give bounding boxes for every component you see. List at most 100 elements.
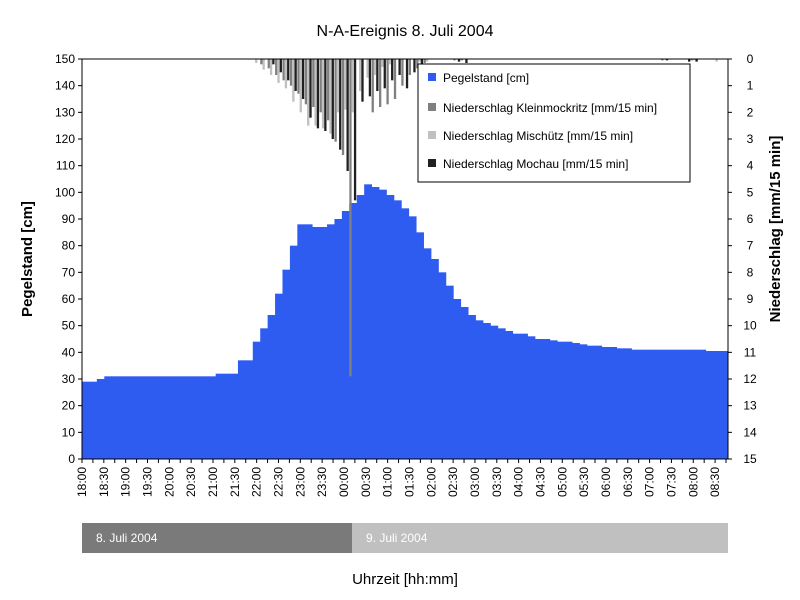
pegel-bar bbox=[208, 376, 217, 459]
pegel-bar bbox=[156, 376, 165, 459]
pegel-bar bbox=[676, 349, 684, 459]
pegel-bar bbox=[453, 299, 462, 459]
rain-bar bbox=[341, 59, 345, 155]
rain-bar bbox=[321, 59, 325, 129]
pegel-bar bbox=[475, 320, 484, 459]
pegel-bar bbox=[96, 379, 105, 459]
x-tick-label: 01:00 bbox=[381, 467, 395, 497]
legend-swatch-mochau bbox=[428, 159, 436, 167]
pegel-bar bbox=[200, 376, 209, 459]
y2-tick-label: 15 bbox=[743, 452, 757, 466]
pegel-bar bbox=[520, 333, 528, 459]
pegel-bar bbox=[215, 373, 224, 459]
date-band-day1-label: 8. Juli 2004 bbox=[96, 531, 158, 545]
rain-bar bbox=[366, 59, 369, 78]
y2-tick-label: 9 bbox=[747, 292, 754, 306]
x-tick-label: 22:00 bbox=[250, 467, 264, 497]
pegel-bar bbox=[631, 349, 640, 459]
y-tick-label: 100 bbox=[55, 185, 75, 199]
legend-label-mischuetz: Niederschlag Mischütz [mm/15 min] bbox=[443, 129, 633, 143]
rain-bar bbox=[267, 59, 270, 69]
pegel-bar bbox=[668, 349, 677, 459]
pegel-bar bbox=[401, 208, 410, 459]
rain-bar bbox=[381, 59, 384, 67]
pegel-bar bbox=[267, 315, 276, 459]
rain-layer bbox=[255, 59, 718, 377]
pegel-bar bbox=[223, 373, 231, 459]
pegel-bar bbox=[275, 293, 283, 459]
pegel-bar bbox=[148, 376, 157, 459]
rain-bar bbox=[371, 59, 374, 113]
pegel-bar bbox=[304, 224, 313, 459]
rain-bar bbox=[324, 59, 327, 131]
x-tick-label: 20:30 bbox=[184, 467, 198, 497]
pegel-bar bbox=[163, 376, 172, 459]
rain-bar bbox=[319, 59, 322, 113]
legend-label-pegelstand: Pegelstand [cm] bbox=[443, 71, 529, 85]
rain-bar bbox=[327, 59, 330, 121]
rain-bar bbox=[693, 59, 696, 61]
pegel-bar bbox=[119, 376, 127, 459]
pegel-bar bbox=[349, 203, 358, 459]
rain-bar bbox=[260, 59, 263, 65]
pegel-bar bbox=[386, 195, 395, 459]
pegel-bar bbox=[549, 340, 558, 459]
rain-bar bbox=[282, 59, 285, 81]
pegel-bar bbox=[371, 187, 380, 459]
rain-bar bbox=[453, 59, 456, 61]
x-tick-label: 03:00 bbox=[468, 467, 482, 497]
plot-frame bbox=[81, 58, 729, 460]
pegel-bar bbox=[683, 349, 692, 459]
rain-bar bbox=[297, 59, 300, 94]
y-tick-label: 140 bbox=[55, 79, 75, 93]
y-axis-title: Pegelstand [cm] bbox=[19, 201, 36, 317]
y-tick-label: 80 bbox=[62, 239, 76, 253]
y-tick-label: 50 bbox=[62, 319, 76, 333]
pegel-bar bbox=[438, 272, 447, 459]
pegel-bar bbox=[82, 381, 90, 459]
y2-tick-label: 6 bbox=[747, 212, 754, 226]
pegel-bar bbox=[171, 376, 179, 459]
pegel-bar bbox=[312, 227, 321, 459]
pegel-bar bbox=[601, 347, 610, 459]
pegel-bar bbox=[334, 219, 343, 459]
rain-bar bbox=[401, 59, 404, 86]
chart-title: N-A-Ereignis 8. Juli 2004 bbox=[317, 23, 494, 40]
x-tick-label: 18:00 bbox=[75, 467, 89, 497]
x-tick-label: 08:00 bbox=[686, 467, 700, 497]
rain-bar bbox=[398, 59, 401, 75]
x-tick-label: 22:30 bbox=[272, 467, 286, 497]
rain-bar bbox=[420, 59, 424, 67]
rain-bar bbox=[304, 59, 308, 105]
rain-bar bbox=[391, 59, 394, 81]
y2-tick-label: 4 bbox=[747, 159, 754, 173]
rain-bar bbox=[351, 59, 354, 113]
rain-bar bbox=[277, 59, 280, 83]
pegel-bar bbox=[297, 224, 306, 459]
x-tick-label: 07:30 bbox=[664, 467, 678, 497]
rain-bar bbox=[383, 59, 386, 89]
rain-bar bbox=[307, 59, 310, 126]
x-tick-label: 23:00 bbox=[293, 467, 307, 497]
pegel-bar bbox=[289, 245, 298, 459]
rain-bar bbox=[416, 59, 419, 69]
y2-tick-label: 0 bbox=[747, 52, 754, 66]
rain-bar bbox=[465, 59, 468, 63]
x-tick-label: 02:30 bbox=[446, 467, 460, 497]
pegel-bar bbox=[178, 376, 187, 459]
pegel-bar bbox=[393, 200, 402, 459]
bars-layer bbox=[82, 184, 729, 460]
x-axis-title: Uhrzeit [hh:mm] bbox=[352, 571, 458, 588]
rain-bar bbox=[316, 59, 320, 129]
rain-bar bbox=[353, 59, 357, 201]
rain-bar bbox=[329, 59, 332, 134]
pegel-bar bbox=[638, 349, 647, 459]
pegel-bar bbox=[408, 216, 417, 459]
rain-bar bbox=[423, 59, 426, 63]
pegel-bar bbox=[237, 360, 246, 459]
y-tick-label: 0 bbox=[68, 452, 75, 466]
y2-tick-label: 7 bbox=[747, 239, 754, 253]
rain-bar bbox=[418, 59, 421, 62]
pegel-bar bbox=[586, 345, 595, 459]
